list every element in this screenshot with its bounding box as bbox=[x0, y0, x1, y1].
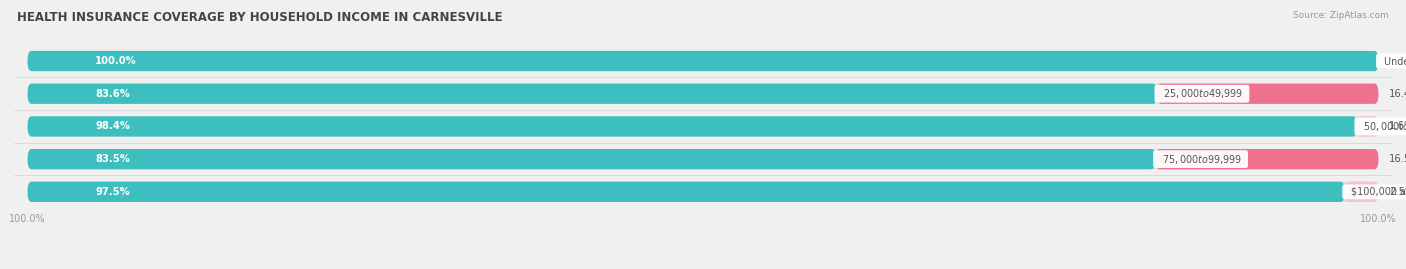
FancyBboxPatch shape bbox=[1344, 182, 1378, 202]
FancyBboxPatch shape bbox=[28, 182, 1378, 202]
Text: Under $25,000: Under $25,000 bbox=[1378, 56, 1406, 66]
FancyBboxPatch shape bbox=[28, 84, 1378, 104]
Text: 98.4%: 98.4% bbox=[96, 121, 131, 132]
FancyBboxPatch shape bbox=[1157, 84, 1378, 104]
Text: 16.5%: 16.5% bbox=[1389, 154, 1406, 164]
FancyBboxPatch shape bbox=[28, 149, 1156, 169]
FancyBboxPatch shape bbox=[28, 182, 1344, 202]
FancyBboxPatch shape bbox=[28, 116, 1378, 137]
Text: 100.0%: 100.0% bbox=[96, 56, 136, 66]
Text: $75,000 to $99,999: $75,000 to $99,999 bbox=[1156, 153, 1246, 166]
Text: $100,000 and over: $100,000 and over bbox=[1344, 187, 1406, 197]
Text: HEALTH INSURANCE COVERAGE BY HOUSEHOLD INCOME IN CARNESVILLE: HEALTH INSURANCE COVERAGE BY HOUSEHOLD I… bbox=[17, 11, 502, 24]
Text: $50,000 to $74,999: $50,000 to $74,999 bbox=[1357, 120, 1406, 133]
Text: 97.5%: 97.5% bbox=[96, 187, 129, 197]
Text: 83.5%: 83.5% bbox=[96, 154, 129, 164]
Text: $25,000 to $49,999: $25,000 to $49,999 bbox=[1157, 87, 1247, 100]
Text: 16.4%: 16.4% bbox=[1389, 89, 1406, 99]
FancyBboxPatch shape bbox=[28, 51, 1378, 71]
FancyBboxPatch shape bbox=[1156, 149, 1378, 169]
FancyBboxPatch shape bbox=[28, 116, 1357, 137]
Text: Source: ZipAtlas.com: Source: ZipAtlas.com bbox=[1294, 11, 1389, 20]
FancyBboxPatch shape bbox=[1357, 116, 1378, 137]
Text: 83.6%: 83.6% bbox=[96, 89, 129, 99]
Text: 2.5%: 2.5% bbox=[1389, 187, 1406, 197]
FancyBboxPatch shape bbox=[28, 51, 1378, 71]
FancyBboxPatch shape bbox=[28, 84, 1157, 104]
Text: 1.6%: 1.6% bbox=[1389, 121, 1406, 132]
FancyBboxPatch shape bbox=[28, 149, 1378, 169]
